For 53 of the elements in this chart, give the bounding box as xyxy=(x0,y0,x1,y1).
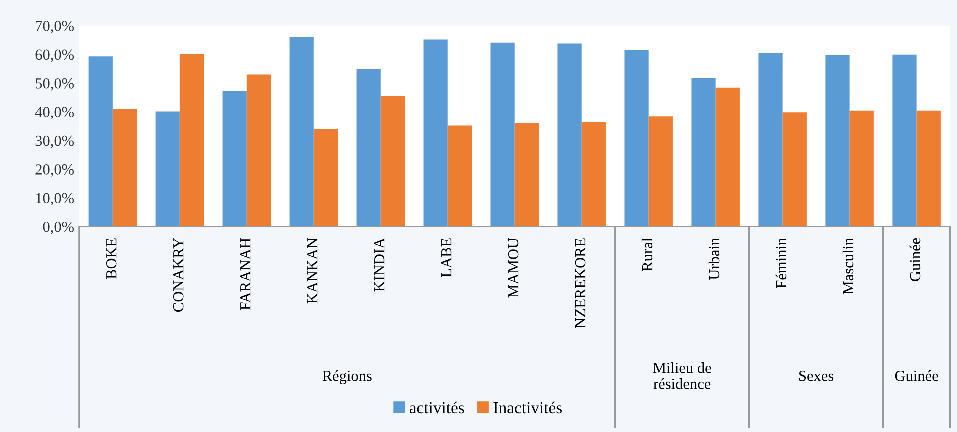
x-tick-label: MAMOU xyxy=(508,238,519,298)
y-tick-label: 50,0% xyxy=(36,78,74,91)
bar xyxy=(290,37,314,227)
bar xyxy=(356,70,381,227)
bar xyxy=(314,128,338,227)
x-tick-label: KINDIA xyxy=(374,238,385,292)
bar xyxy=(582,122,606,227)
y-tick-label: 30,0% xyxy=(36,136,74,148)
bar xyxy=(782,112,807,227)
bar xyxy=(380,96,405,227)
legend-label: activités xyxy=(410,402,464,414)
x-tick-label: LABE xyxy=(441,238,452,278)
bar xyxy=(424,40,448,227)
x-tick-label: Rural xyxy=(642,238,653,272)
text: Régions xyxy=(322,370,372,384)
bar xyxy=(692,78,716,227)
bar xyxy=(246,74,272,227)
x-tick-label: Guinée xyxy=(910,238,921,282)
bar xyxy=(916,110,941,227)
text: Sexes xyxy=(800,371,834,382)
x-tick-label: Urbain xyxy=(708,238,720,280)
x-tick-label: NZEREKORE xyxy=(575,238,586,328)
x-tick-label: Masculin xyxy=(842,238,854,294)
bar xyxy=(112,109,138,227)
y-tick-label: 20,0% xyxy=(36,164,74,178)
bar xyxy=(448,126,472,227)
legend-label: Inactivités xyxy=(494,402,562,414)
bar xyxy=(624,50,649,227)
x-tick-label: FARANAH xyxy=(240,238,251,310)
text: Guinée xyxy=(895,370,938,382)
bar xyxy=(826,55,850,227)
y-tick-label: 0,0% xyxy=(43,222,74,234)
bar xyxy=(156,112,180,227)
y-tick-label: 40,0% xyxy=(35,107,74,120)
text: Milieu de résidence xyxy=(653,362,712,390)
bar xyxy=(558,44,582,227)
bar xyxy=(88,56,113,227)
y-tick-label: 70,0% xyxy=(36,21,74,34)
bar xyxy=(648,116,673,227)
bar xyxy=(222,91,247,227)
bar xyxy=(758,53,783,227)
x-tick-label: KANKAN xyxy=(307,238,318,304)
x-tick-label: BOKE xyxy=(106,238,117,280)
x-tick-label: Féminin xyxy=(776,238,787,288)
bar xyxy=(490,42,515,227)
y-tick-label: 60,0% xyxy=(36,50,74,62)
bar xyxy=(850,110,874,227)
x-tick-label: CONAKRY xyxy=(173,238,184,312)
bar xyxy=(892,54,917,227)
bar xyxy=(514,123,539,227)
bar xyxy=(180,54,204,227)
bar xyxy=(716,88,740,227)
y-tick-label: 10,0% xyxy=(36,193,74,206)
